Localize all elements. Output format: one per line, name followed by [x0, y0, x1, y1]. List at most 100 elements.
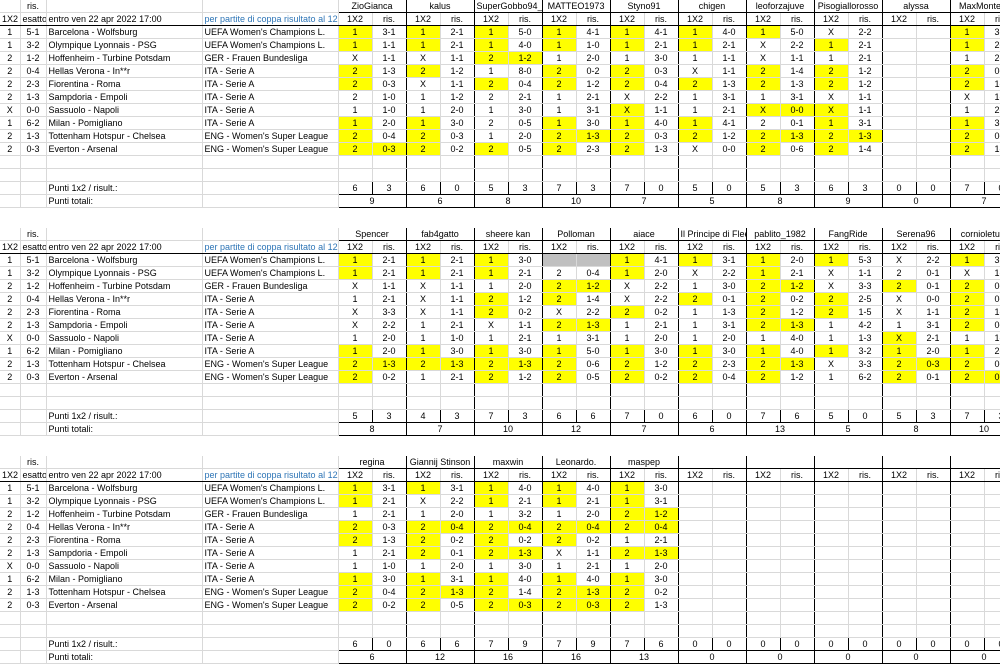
prediction-score[interactable]: 3-1	[712, 253, 747, 267]
prediction-score[interactable]: 3-0	[644, 51, 679, 65]
cell[interactable]	[712, 396, 747, 410]
cell[interactable]	[780, 624, 815, 638]
result-exact[interactable]: 1-2	[20, 279, 47, 293]
prediction-score[interactable]	[712, 533, 747, 547]
player-name[interactable]: Polloman	[541, 228, 611, 241]
result-exact[interactable]: 1-2	[20, 507, 47, 521]
match-name[interactable]: Barcelona - Wolfsburg	[46, 253, 203, 267]
prediction-1x2[interactable]	[813, 559, 849, 573]
competition[interactable]: GER - Frauen Bundesliga	[202, 279, 339, 293]
sub-1x2-header[interactable]: 1X2	[541, 12, 577, 26]
prediction-score[interactable]	[916, 507, 951, 521]
sub-ris-header[interactable]: ris.	[508, 468, 543, 482]
prediction-score[interactable]: 3-0	[712, 279, 747, 293]
sub-ris-header[interactable]: ris.	[712, 468, 747, 482]
prediction-1x2[interactable]: 2	[541, 129, 577, 143]
result-exact[interactable]: 0-3	[20, 598, 47, 612]
prediction-score[interactable]: 1-4	[848, 142, 883, 156]
prediction-score[interactable]: 3-1	[372, 25, 407, 39]
competition[interactable]: ENG - Women's Super League	[202, 585, 339, 599]
match-name[interactable]: Hoffenheim - Turbine Potsdam	[46, 51, 203, 65]
cell[interactable]	[473, 168, 509, 182]
points-1x2[interactable]: 6	[337, 181, 373, 195]
prediction-1x2[interactable]: 2	[813, 129, 849, 143]
prediction-1x2[interactable]: 2	[745, 357, 781, 371]
prediction-score[interactable]: 2-1	[440, 370, 475, 384]
sub-1x2-header[interactable]: 1X2	[405, 240, 441, 254]
prediction-score[interactable]: 0-2	[372, 598, 407, 612]
prediction-score[interactable]: 2-1	[576, 90, 611, 104]
cell[interactable]	[881, 383, 917, 397]
prediction-score[interactable]: 2-0	[372, 344, 407, 358]
prediction-1x2[interactable]: 2	[745, 116, 781, 130]
prediction-score[interactable]: 1-2	[576, 279, 611, 293]
prediction-score[interactable]: 2-1	[780, 266, 815, 280]
points-total[interactable]: 5	[813, 422, 883, 436]
prediction-score[interactable]: 1-1	[576, 546, 611, 560]
prediction-score[interactable]: 2-2	[576, 305, 611, 319]
prediction-1x2[interactable]: 2	[541, 64, 577, 78]
prediction-score[interactable]: 1-3	[440, 357, 475, 371]
prediction-score[interactable]: 4-2	[848, 318, 883, 332]
prediction-1x2[interactable]: 1	[813, 318, 849, 332]
cell[interactable]	[405, 168, 441, 182]
prediction-1x2[interactable]: 2	[813, 142, 849, 156]
prediction-score[interactable]: 0-0	[780, 103, 815, 117]
result-exact[interactable]: 2-3	[20, 305, 47, 319]
prediction-score[interactable]	[916, 520, 951, 534]
cell[interactable]	[677, 383, 713, 397]
sub-ris-header[interactable]: ris.	[440, 240, 475, 254]
prediction-score[interactable]: 3-1	[984, 116, 1000, 130]
prediction-1x2[interactable]: 2	[609, 357, 645, 371]
prediction-score[interactable]: 1-1	[712, 64, 747, 78]
prediction-1x2[interactable]: 2	[609, 142, 645, 156]
prediction-1x2[interactable]	[745, 546, 781, 560]
player-name[interactable]: sheere kan	[473, 228, 543, 241]
prediction-1x2[interactable]	[813, 585, 849, 599]
sub-ris-header[interactable]: ris.	[848, 240, 883, 254]
cell[interactable]	[609, 611, 645, 625]
prediction-score[interactable]: 1-3	[780, 77, 815, 91]
cell[interactable]	[473, 611, 509, 625]
prediction-score[interactable]	[848, 585, 883, 599]
prediction-score[interactable]: 1-3	[644, 546, 679, 560]
prediction-1x2[interactable]: 1	[813, 344, 849, 358]
prediction-score[interactable]: 1-1	[712, 51, 747, 65]
cell[interactable]	[202, 637, 339, 651]
prediction-score[interactable]	[848, 572, 883, 586]
prediction-1x2[interactable]: 1	[405, 103, 441, 117]
cell[interactable]	[440, 383, 475, 397]
prediction-score[interactable]	[780, 481, 815, 495]
prediction-1x2[interactable]: 1	[473, 572, 509, 586]
points-total[interactable]: 7	[949, 194, 1000, 208]
sub-ris-header[interactable]: ris.	[780, 240, 815, 254]
match-name[interactable]: Barcelona - Wolfsburg	[46, 481, 203, 495]
prediction-1x2[interactable]: 1	[677, 331, 713, 345]
prediction-score[interactable]: 5-0	[780, 25, 815, 39]
prediction-score[interactable]: 1-4	[984, 305, 1000, 319]
prediction-1x2[interactable]	[813, 494, 849, 508]
prediction-1x2[interactable]: 1	[541, 116, 577, 130]
points-score[interactable]: 0	[643, 409, 679, 423]
cell[interactable]	[677, 396, 713, 410]
prediction-1x2[interactable]: 1	[405, 38, 441, 52]
cell[interactable]	[46, 456, 203, 469]
cell[interactable]	[20, 650, 47, 664]
cell[interactable]	[813, 624, 849, 638]
cell[interactable]	[46, 396, 203, 410]
prediction-1x2[interactable]: 1	[405, 266, 441, 280]
prediction-score[interactable]: 1-1	[440, 305, 475, 319]
result-1x2[interactable]: 2	[0, 520, 21, 534]
prediction-score[interactable]: 1-3	[644, 598, 679, 612]
prediction-score[interactable]: 1-1	[984, 266, 1000, 280]
cell[interactable]	[202, 624, 339, 638]
points-total[interactable]: 10	[541, 194, 611, 208]
prediction-score[interactable]: 1-1	[440, 51, 475, 65]
prediction-score[interactable]: 0-2	[372, 370, 407, 384]
match-name[interactable]: Barcelona - Wolfsburg	[46, 25, 203, 39]
prediction-1x2[interactable]: 2	[813, 64, 849, 78]
cell[interactable]	[677, 155, 713, 169]
cell[interactable]	[949, 168, 985, 182]
match-name[interactable]: Hellas Verona - In**r	[46, 64, 203, 78]
prediction-score[interactable]	[780, 572, 815, 586]
